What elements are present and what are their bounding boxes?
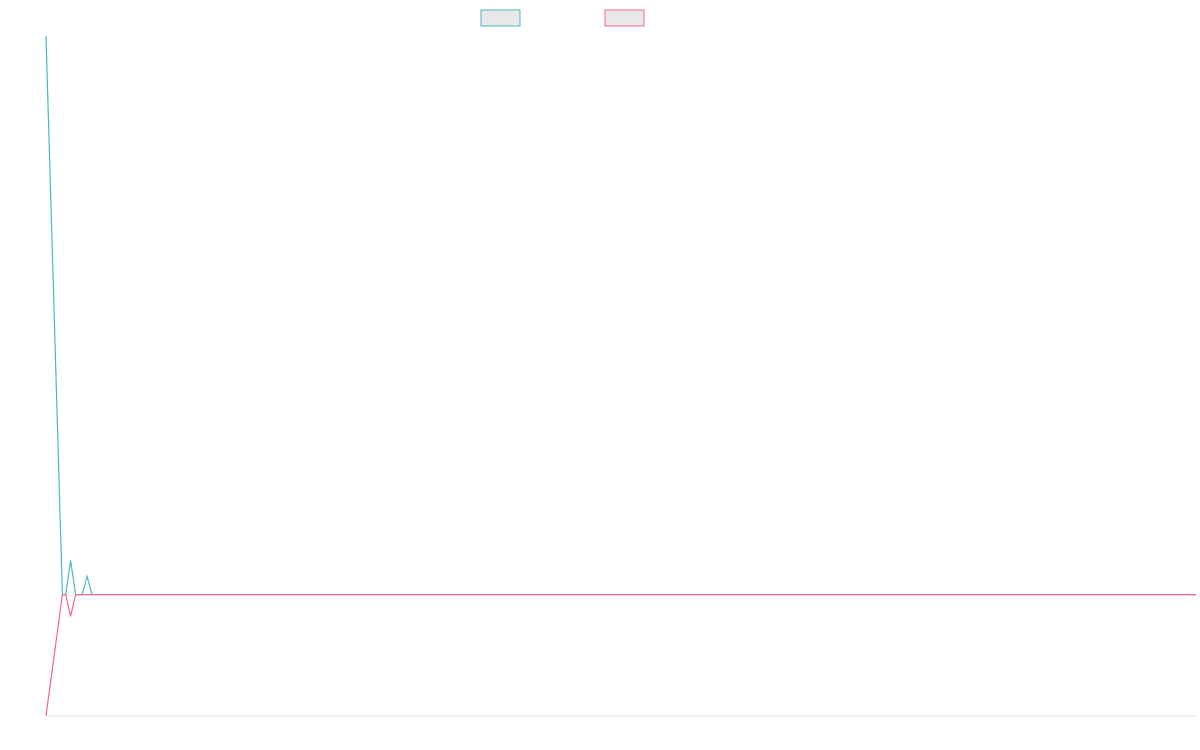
plot-area — [45, 35, 1197, 717]
legend — [480, 9, 645, 27]
legend-swatch-series-1 — [480, 9, 521, 27]
series-line-1 — [45, 35, 1196, 596]
legend-item-series-1[interactable] — [480, 9, 521, 27]
series-line-2 — [45, 594, 1196, 717]
legend-item-series-2[interactable] — [604, 9, 645, 27]
legend-swatch-series-2 — [604, 9, 645, 27]
